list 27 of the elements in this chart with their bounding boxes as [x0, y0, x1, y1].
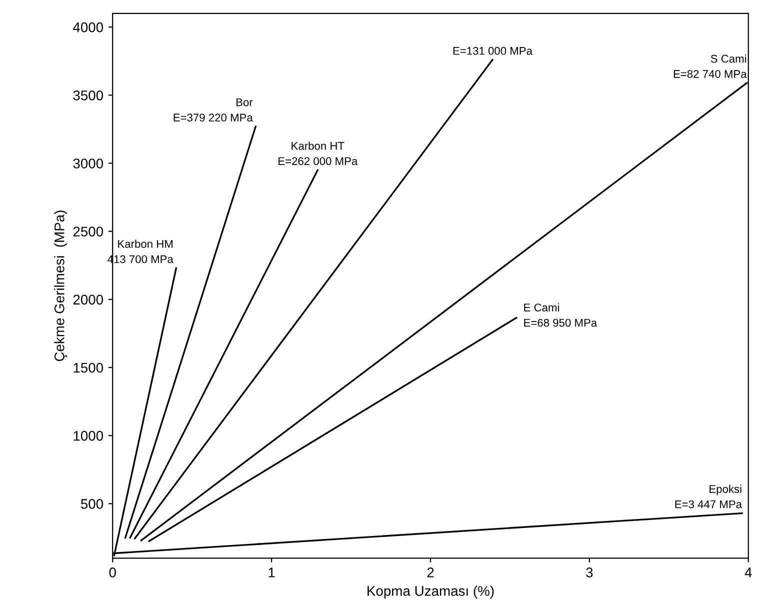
y-tick-label: 1500	[74, 362, 104, 373]
annotation: E=379 220 MPa	[174, 114, 253, 122]
x-tick-label: 4	[744, 568, 752, 578]
x-tick-label: 1	[268, 568, 275, 578]
annotation: E=3 447 MPa	[675, 500, 742, 508]
y-tick-label: 1000	[74, 430, 104, 441]
x-axis-title: Kopma Uzaması (%)	[368, 586, 494, 599]
series-label: Karbon HM	[118, 240, 172, 248]
y-tick-label: 4000	[73, 22, 104, 32]
y-tick-label: 2500	[73, 226, 104, 237]
annotation: E=131 000 MPa	[453, 46, 532, 55]
text: Karbon HT	[292, 142, 344, 150]
annotation: E=262 000 MPa	[278, 157, 358, 166]
annotation: E=82 740 MPa	[674, 70, 747, 78]
x-tick-label: 3	[586, 568, 593, 578]
series-label: Epoksi	[710, 484, 742, 496]
y-tick-label: 3500	[73, 90, 104, 100]
y-axis-title: Çekme Gerilmesi (MPa)	[54, 210, 68, 362]
series-label: S Cami	[710, 54, 746, 63]
y-tick-label: 3000	[73, 158, 104, 168]
series-label: E Cami	[524, 303, 559, 312]
annotation: E=68 950 MPa	[524, 318, 598, 327]
x-tick-label: 2	[427, 568, 434, 578]
series-label: Bor	[236, 98, 253, 106]
y-tick-label: 500	[80, 499, 104, 509]
x-tick-label: 0	[109, 568, 116, 578]
y-tick-label: 2000	[73, 294, 104, 305]
